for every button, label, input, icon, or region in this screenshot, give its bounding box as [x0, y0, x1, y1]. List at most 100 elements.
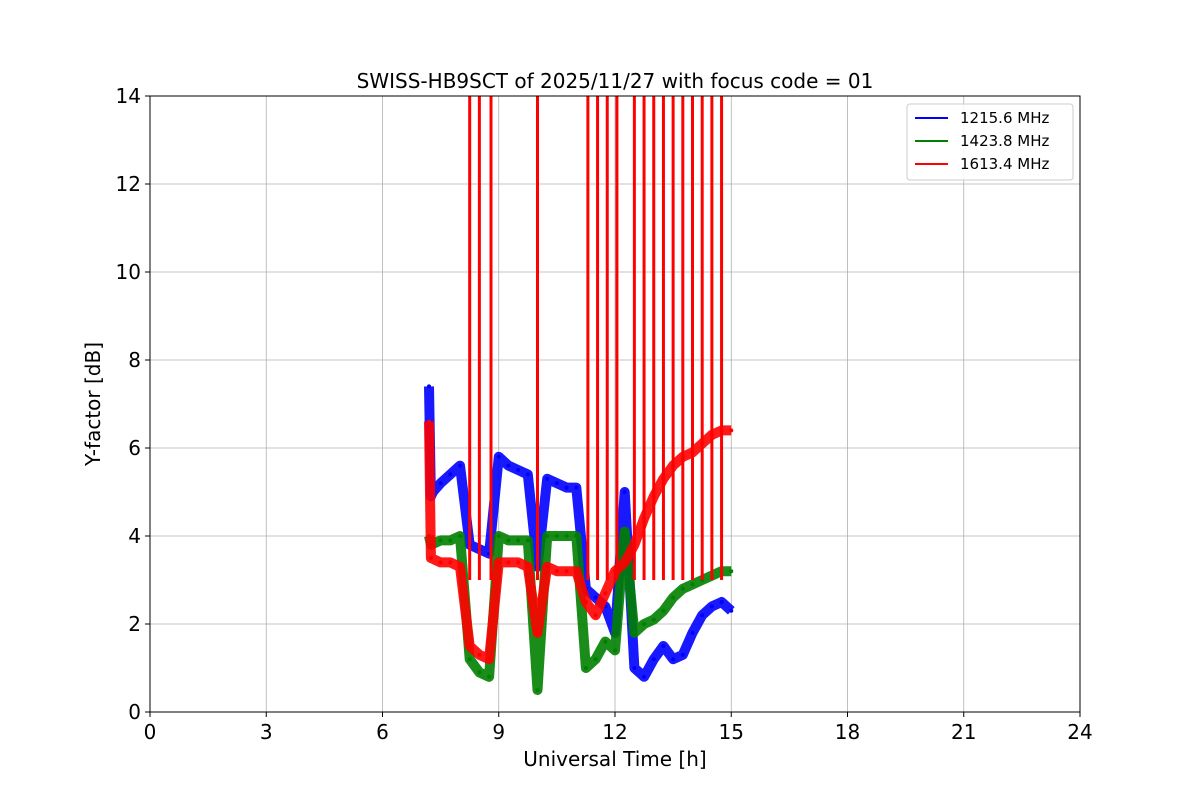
data-point [671, 657, 676, 662]
y-axis-ticks: 0 2 4 6 8 10 12 14 [116, 84, 150, 724]
data-point [496, 534, 501, 538]
data-point [496, 454, 501, 459]
data-point [506, 538, 511, 543]
y-tick-label: 14 [116, 84, 141, 108]
data-point [458, 564, 462, 569]
data-point [516, 468, 521, 472]
data-point [458, 463, 462, 468]
data-point [603, 591, 608, 596]
data-point [448, 472, 453, 477]
data-point [448, 560, 453, 565]
data-point [661, 608, 666, 613]
data-point [622, 529, 627, 534]
data-point [554, 481, 559, 486]
data-point [525, 472, 530, 477]
data-point [622, 490, 627, 494]
legend-entry: 1613.4 MHz [960, 155, 1049, 173]
data-point [477, 670, 482, 675]
series-1 [424, 526, 734, 695]
data-point [427, 419, 431, 424]
legend-entry: 1423.8 MHz [960, 132, 1049, 150]
data-point [651, 617, 656, 622]
y-tick-label: 4 [128, 524, 141, 548]
y-tick-label: 6 [128, 436, 141, 460]
data-point [729, 569, 734, 574]
data-point [593, 595, 598, 600]
chart-title: SWISS-HB9SCT of 2025/11/27 with focus co… [357, 69, 874, 93]
data-point [477, 652, 482, 657]
legend-box [906, 103, 1074, 181]
data-point [632, 630, 637, 635]
data-point [438, 560, 443, 565]
data-point [709, 604, 714, 609]
data-point [535, 688, 540, 692]
data-point [525, 564, 530, 569]
plot-area [424, 96, 735, 695]
data-point [583, 600, 588, 604]
data-point [467, 657, 472, 662]
x-tick-label: 18 [835, 720, 860, 744]
data-point [574, 485, 579, 490]
data-point [632, 666, 637, 670]
data-point [593, 657, 598, 662]
data-point [680, 652, 685, 657]
x-tick-label: 24 [1067, 720, 1092, 744]
x-tick-label: 12 [602, 720, 627, 744]
data-point [564, 485, 569, 490]
data-point [554, 534, 559, 538]
data-point [690, 630, 695, 635]
legend: 1215.6 MHz 1423.8 MHz 1613.4 MHz [906, 103, 1074, 181]
data-point [525, 538, 530, 543]
data-point [564, 534, 569, 538]
data-point [554, 569, 559, 574]
data-point [428, 556, 433, 560]
data-point [613, 648, 617, 653]
y-tick-label: 2 [128, 612, 141, 636]
data-point [574, 534, 579, 538]
data-point [642, 622, 647, 626]
x-tick-label: 21 [951, 720, 976, 744]
x-tick-label: 9 [492, 720, 505, 744]
y-tick-label: 12 [116, 172, 141, 196]
legend-entry: 1215.6 MHz [960, 109, 1049, 127]
data-point [671, 595, 676, 600]
data-point [506, 463, 511, 468]
data-point [642, 674, 647, 679]
data-point [496, 560, 501, 565]
x-tick-label: 3 [260, 720, 273, 744]
data-point [545, 476, 550, 481]
x-tick-label: 15 [719, 720, 744, 744]
data-point [438, 538, 443, 543]
y-axis-label: Y-factor [dB] [81, 342, 105, 467]
data-point [545, 564, 550, 569]
series-line [424, 386, 735, 682]
data-point [427, 384, 431, 389]
data-point [729, 608, 734, 613]
data-point [438, 481, 443, 486]
data-point [583, 666, 588, 670]
data-point [516, 560, 521, 565]
data-point [603, 639, 608, 644]
data-point [622, 560, 627, 565]
data-point [593, 613, 598, 618]
data-point [458, 534, 462, 538]
data-point [535, 630, 540, 635]
data-point [448, 538, 453, 543]
y-tick-label: 10 [116, 260, 141, 284]
data-point [700, 613, 705, 618]
x-axis-label: Universal Time [h] [523, 747, 706, 771]
data-point [467, 644, 472, 648]
data-point [680, 586, 685, 591]
x-axis-ticks: 0 3 6 9 12 15 18 21 24 [144, 712, 1093, 744]
x-tick-label: 0 [144, 720, 157, 744]
y-tick-label: 0 [128, 700, 141, 724]
data-point [545, 534, 550, 538]
data-point [487, 674, 492, 679]
series-2 [424, 96, 734, 665]
y-tick-label: 8 [128, 348, 141, 372]
data-point [574, 569, 579, 574]
series-layer [424, 96, 735, 695]
data-point [564, 569, 569, 574]
data-point [487, 657, 492, 662]
